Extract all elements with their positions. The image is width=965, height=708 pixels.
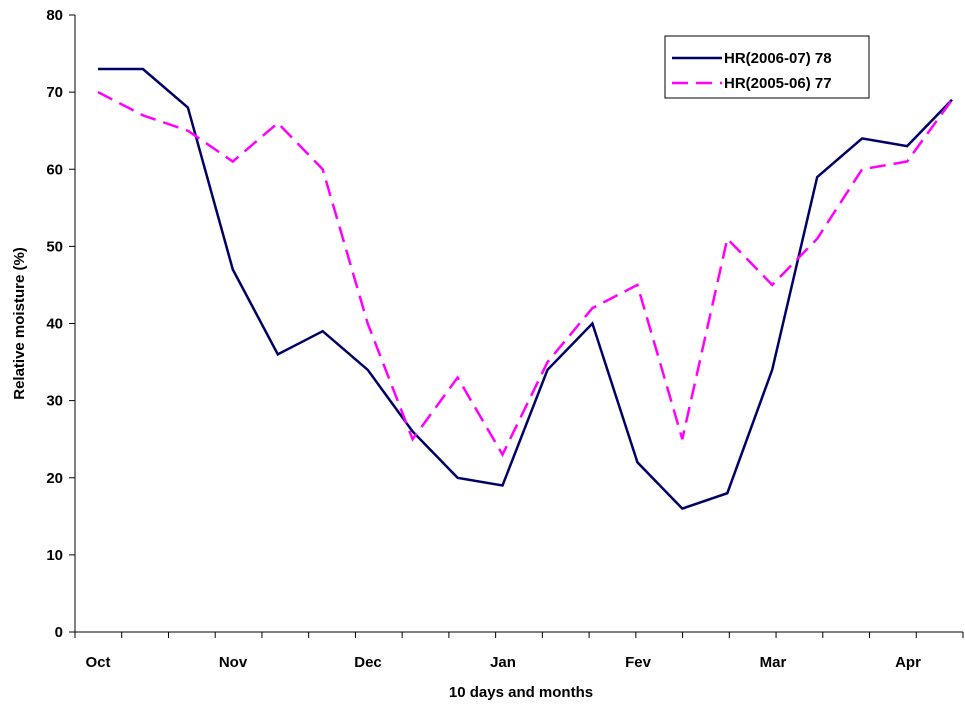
- legend-label-hr-2005-06: HR(2005-06) 77: [724, 75, 832, 92]
- series-line-hr-2006-07: [98, 67, 953, 511]
- x-axis-title: 10 days and months: [449, 684, 593, 701]
- x-month-label: Dec: [354, 654, 382, 671]
- x-month-label: Nov: [219, 654, 248, 671]
- y-axis: 0 10 20 30 40 50 60 70 80: [46, 7, 76, 641]
- x-month-label: Oct: [85, 654, 110, 671]
- y-axis-title: Relative moisture (%): [11, 247, 28, 400]
- y-tick-label: 10: [46, 547, 63, 564]
- y-tick-label: 70: [46, 84, 63, 101]
- y-tick-label: 40: [46, 316, 63, 333]
- series-line-hr-2005-06: [97, 90, 954, 458]
- y-tick-label: 30: [46, 393, 63, 410]
- series-layer: [97, 67, 954, 511]
- legend-box: [664, 35, 870, 99]
- x-month-label: Apr: [895, 654, 921, 671]
- y-tick-label: 50: [46, 238, 63, 255]
- x-month-label: Jan: [490, 654, 516, 671]
- x-month-label: Fev: [625, 654, 652, 671]
- y-tick-label: 80: [46, 7, 63, 24]
- legend-label-hr-2006-07: HR(2006-07) 78: [724, 50, 832, 67]
- legend: HR(2006-07) 78 HR(2005-06) 77: [664, 35, 870, 99]
- y-tick-label: 60: [46, 161, 63, 178]
- x-axis: Oct Nov Dec Jan Fev Mar Apr: [74, 631, 964, 671]
- y-tick-label: 20: [46, 470, 63, 487]
- x-month-label: Mar: [760, 654, 787, 671]
- y-tick-label: 0: [55, 624, 63, 641]
